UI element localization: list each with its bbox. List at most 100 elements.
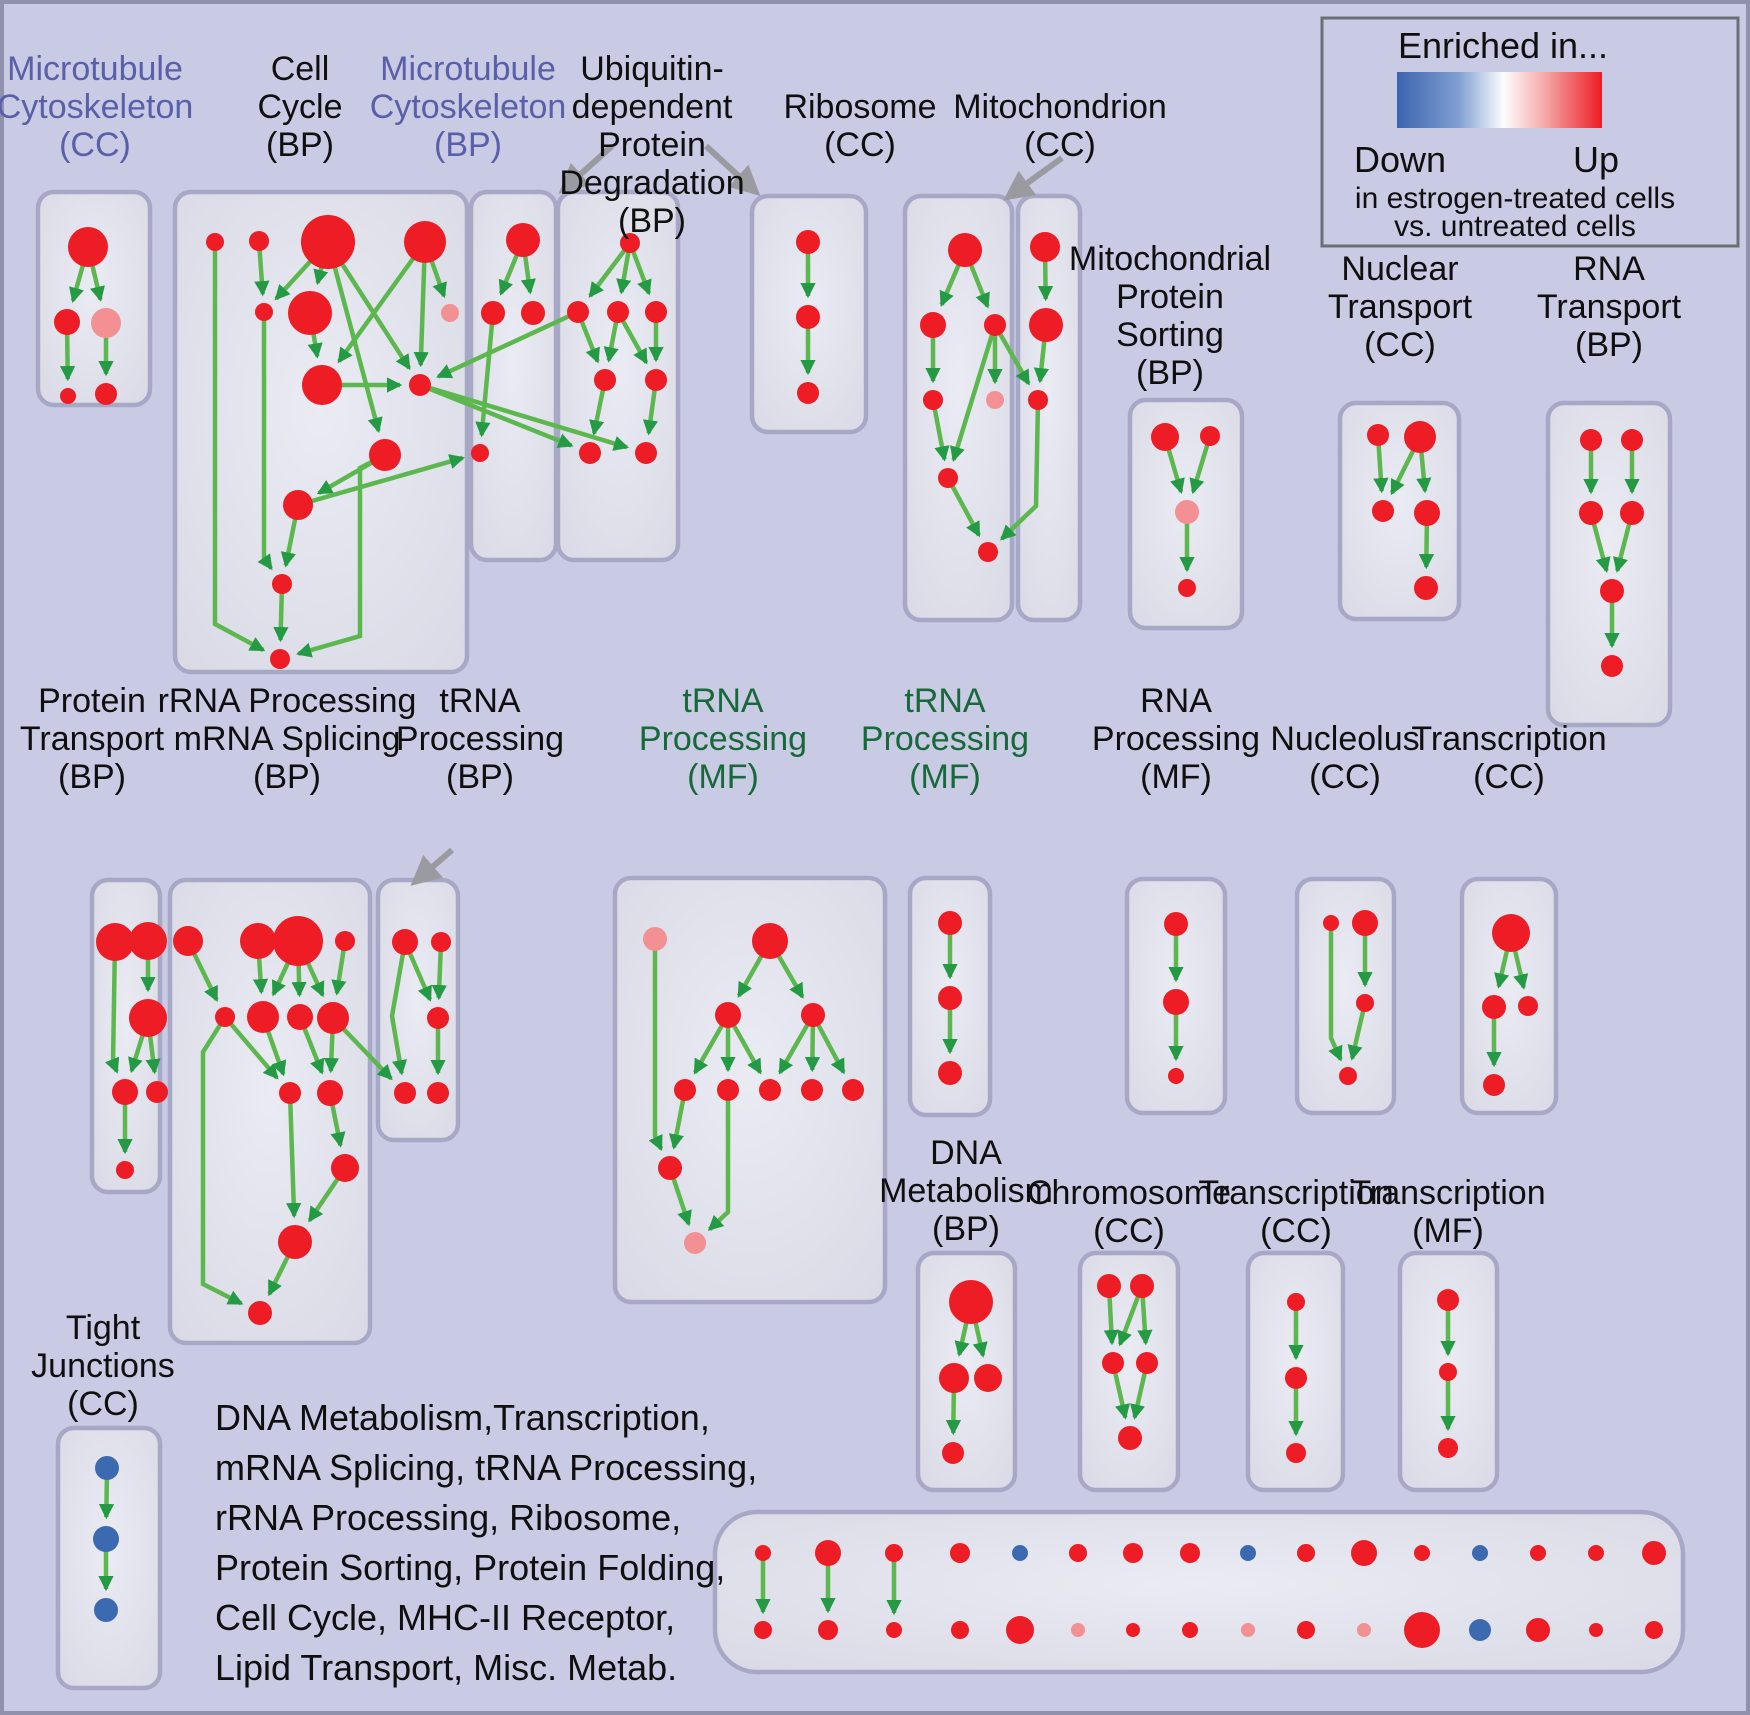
cluster-label-line: (BP): [1575, 326, 1643, 364]
gene-set-node-rr_5: [278, 1225, 312, 1259]
gene-set-node-mp_1: [1151, 423, 1179, 451]
cluster-label-tight-junctions-cc: Tight Junctions (CC): [31, 1309, 175, 1423]
cluster-label-line: Protein: [1116, 278, 1224, 316]
gene-set-node-ch_b: [1118, 1426, 1142, 1450]
gene-set-node-sa_3: [797, 382, 819, 404]
gene-set-node-nu_s: [1323, 915, 1339, 931]
gene-set-node-tb_t1: [392, 929, 418, 955]
cluster-label-line: Ubiquitin-: [580, 50, 724, 88]
cluster-label-line: (CC): [1260, 1212, 1332, 1250]
cluster-label-rna-processing-mf: RNA Processing (MF): [1092, 682, 1260, 796]
gene-set-node-mt_m: [1029, 308, 1063, 342]
gene-set-node-cc_s2: [249, 231, 269, 251]
gene-set-node-rb_m1: [920, 312, 946, 338]
gene-set-node-dm_l: [939, 1363, 969, 1393]
cluster-label-line: RNA: [1573, 250, 1645, 288]
gene-set-node-rr_m3: [287, 1004, 313, 1030]
gene-set-node-rp_2: [1163, 989, 1189, 1015]
cluster-label-line: Processing: [1092, 720, 1260, 758]
cluster-label-line: (BP): [253, 758, 321, 796]
gene-set-node-rb_l: [923, 390, 943, 410]
gene-set-node-cc_s7: [272, 574, 292, 594]
gene-set-node-tc_b: [1483, 1074, 1505, 1096]
gene-set-node-tm_d: [658, 1156, 682, 1180]
edge-arrow-tb_t1-tb_b1: [389, 941, 408, 1076]
cluster-label-rrna-processing-mrna-splicing-bp: rRNA Processing mRNA Splicing (BP): [158, 682, 417, 796]
cluster-box-misc-metabolism-strip: [712, 1509, 1686, 1675]
cluster-label-line: Mitochondrial: [1069, 240, 1271, 278]
gene-set-node-mt_t: [1030, 232, 1060, 262]
gene-set-node-nt_1: [1367, 424, 1389, 446]
gene-set-node-rr_3b: [317, 1080, 343, 1106]
gene-set-node-cc_B1: [301, 215, 355, 269]
gene-set-node-bb5b: [1006, 1616, 1034, 1644]
cluster-label-line: (MF): [1412, 1212, 1484, 1250]
legend-subtitle-1: in estrogen-treated cells: [1355, 182, 1675, 215]
gene-set-node-rr_m1: [215, 1007, 235, 1027]
gene-set-node-tm_c5: [842, 1079, 864, 1101]
gene-set-node-pt_b1: [112, 1079, 138, 1105]
cluster-label-chromosome-cc: Chromosome (CC): [1027, 1174, 1231, 1250]
cluster-label-line: (BP): [266, 126, 334, 164]
gene-set-node-tj_1: [95, 1456, 119, 1480]
cluster-label-line: (BP): [446, 758, 514, 796]
cluster-label-transcription-mf: Transcription (MF): [1350, 1174, 1545, 1250]
cluster-label-microtubule-cytoskeleton-bp: Microtubule Cytoskeleton (BP): [370, 50, 567, 164]
gene-set-node-bb10b: [1297, 1621, 1315, 1639]
gene-set-node-rt_m1: [1579, 501, 1603, 525]
cluster-label-trna-processing-bp: tRNA Processing (BP): [396, 682, 564, 796]
edge-arrow-cc_cv-ub_b2: [419, 382, 630, 451]
gene-set-node-tm_c2: [717, 1079, 739, 1101]
gene-set-node-rt_1: [1580, 429, 1602, 451]
misc-clusters-text-line: rRNA Processing, Ribosome,: [215, 1497, 681, 1538]
cluster-label-line: mRNA Splicing: [174, 720, 401, 758]
cluster-label-transcription-cc-mid: Transcription (CC): [1411, 720, 1606, 796]
gene-set-node-rr_t1: [173, 926, 203, 956]
gene-set-node-tb_b2: [427, 1082, 449, 1104]
gene-set-node-tm_B: [752, 923, 788, 959]
cluster-label-ribosome-cc: Ribosome (CC): [783, 88, 936, 164]
gene-set-node-bb10t: [1297, 1544, 1315, 1562]
gene-set-node-ub_1: [567, 301, 589, 323]
gene-set-node-t2_2: [1285, 1367, 1307, 1389]
label-pointer-arrow-3: [1003, 155, 1064, 201]
gene-set-node-bb4b: [951, 1621, 969, 1639]
edge-arrow-rr_m1-rr_6: [200, 1015, 244, 1306]
gene-set-node-bb1t: [755, 1545, 771, 1561]
cluster-label-line: Processing: [396, 720, 564, 758]
gene-set-node-rb_pk: [986, 391, 1004, 409]
cluster-label-line: Transcription: [1411, 720, 1606, 758]
cluster-label-line: (CC): [1473, 758, 1545, 796]
cluster-label-line: (MF): [687, 758, 759, 796]
legend-down-label: Down: [1354, 139, 1446, 180]
edge-arrow-rb_l-rb_l2: [930, 399, 950, 462]
cluster-label-line: (MF): [909, 758, 981, 796]
gene-set-node-bb15t: [1588, 1545, 1604, 1561]
cluster-label-line: (BP): [434, 126, 502, 164]
gene-set-node-rt_b: [1601, 655, 1623, 677]
gene-set-node-bb3b: [886, 1622, 902, 1638]
cluster-box-chromosome: [1077, 1250, 1181, 1493]
edge-arrow-rr_3a-rr_5: [286, 1092, 302, 1219]
edge-arrow-ub_1-cc_cv: [436, 309, 579, 379]
gene-set-node-ub_m2: [645, 369, 667, 391]
cluster-label-line: Protein: [38, 682, 146, 720]
edge-arrow-cc_B2-cc_m4: [337, 240, 427, 364]
gene-set-node-mb_c1: [481, 301, 505, 325]
legend-box: [1320, 16, 1740, 248]
cluster-box-trna-processing-bp: [375, 877, 461, 1143]
gene-set-node-pt_m: [129, 999, 167, 1037]
gene-set-node-bb3t: [885, 1544, 903, 1562]
gene-set-node-nt_m2: [1414, 500, 1440, 526]
misc-clusters-text-line: Cell Cycle, MHC-II Receptor,: [215, 1597, 675, 1638]
cluster-label-line: (CC): [1309, 758, 1381, 796]
gene-set-node-pt_b2: [146, 1081, 168, 1103]
gene-set-node-bb6b: [1071, 1623, 1085, 1637]
gene-set-node-tm_e: [684, 1232, 706, 1254]
gene-set-node-cc_pk: [441, 304, 459, 322]
cluster-label-line: rRNA Processing: [158, 682, 417, 720]
gene-set-node-bb7t: [1123, 1543, 1143, 1563]
gene-set-node-nu_bt: [1339, 1067, 1357, 1085]
